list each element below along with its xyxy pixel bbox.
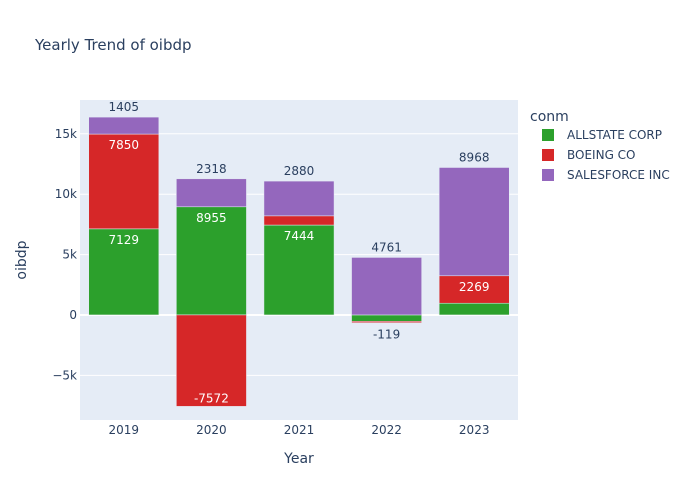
bar (263, 224, 335, 316)
legend-swatch (542, 149, 554, 161)
data-label: 2880 (284, 164, 315, 178)
bar (88, 228, 160, 316)
data-label: 8955 (196, 211, 227, 225)
bar (351, 257, 422, 316)
legend-entry: ALLSTATE CORP (567, 128, 662, 142)
bar (176, 314, 247, 407)
data-label: 4761 (371, 240, 402, 254)
chart-title: Yearly Trend of oibdp (34, 36, 192, 54)
x-tick-label: 2021 (284, 423, 315, 437)
bar (351, 314, 422, 322)
x-tick-label: 2023 (459, 423, 490, 437)
bars (88, 116, 510, 407)
data-label: -7572 (194, 391, 229, 405)
y-axis-ticks: −5k 0 5k 10k 15k (52, 127, 77, 383)
y-tick-label: 15k (55, 127, 77, 141)
x-tick-label: 2022 (371, 423, 402, 437)
legend-title: conm (530, 109, 569, 125)
bar (88, 133, 160, 230)
data-label: -119 (373, 328, 400, 342)
data-label: 7850 (109, 138, 140, 152)
data-label: 7444 (284, 229, 315, 243)
data-labels: 7129 7850 1405 8955 -7572 2318 7444 2880 -119 476… (109, 100, 490, 405)
legend: conm ALLSTATE CORP BOEING CO SALESFORCE IN… (530, 109, 670, 182)
legend-swatch (542, 129, 554, 141)
bar (438, 167, 510, 277)
data-label: 1405 (109, 100, 140, 114)
data-label: 7129 (109, 233, 140, 247)
bar (438, 302, 510, 316)
bar (263, 215, 335, 226)
x-tick-label: 2019 (109, 423, 140, 437)
legend-swatch (542, 169, 554, 181)
x-tick-label: 2020 (196, 423, 227, 437)
x-axis-title: Year (283, 451, 314, 467)
legend-entry: SALESFORCE INC (567, 168, 670, 182)
y-tick-label: 5k (62, 248, 77, 262)
bar (176, 206, 247, 316)
bar (88, 116, 160, 135)
y-tick-label: 0 (69, 308, 77, 322)
data-label: 2269 (459, 280, 490, 294)
bar (263, 180, 335, 217)
y-tick-label: 10k (55, 187, 77, 201)
legend-entry: BOEING CO (567, 148, 636, 162)
data-label: 8968 (459, 151, 490, 165)
x-axis-ticks: 2019 2020 2021 2022 2023 (109, 423, 490, 437)
bar (176, 178, 247, 208)
y-axis-title: oibdp (14, 240, 30, 279)
y-tick-label: −5k (52, 368, 77, 382)
bar (351, 321, 422, 323)
data-label: 2318 (196, 162, 227, 176)
